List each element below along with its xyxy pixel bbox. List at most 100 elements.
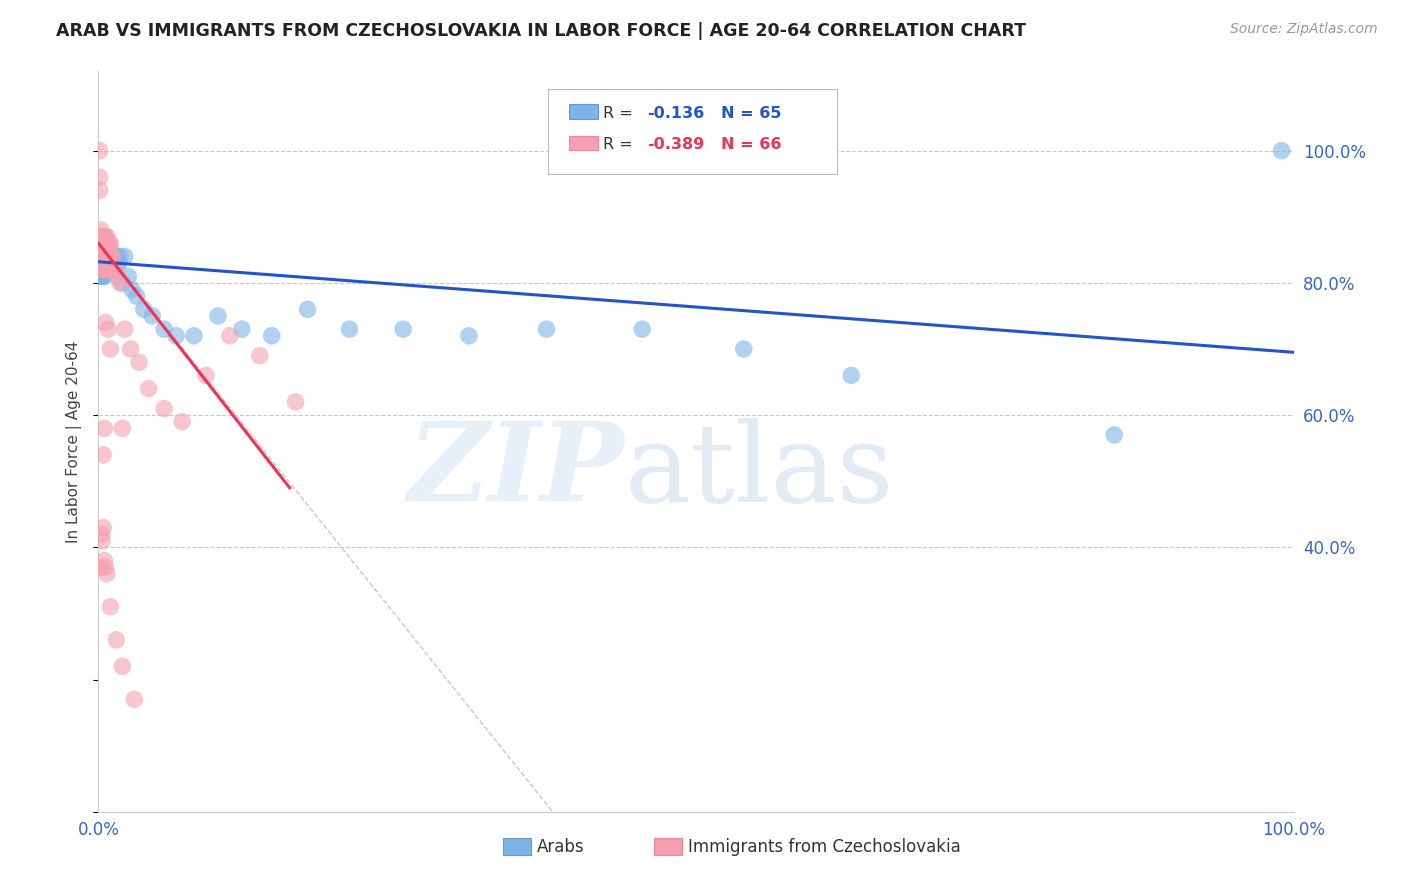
Point [91, 269, 114, 284]
Point [107, 269, 129, 284]
Point [219, 328, 242, 343]
Point [1104, 428, 1126, 442]
Point [111, 276, 134, 290]
Point [98, 236, 122, 251]
Point [98, 599, 122, 614]
Point [93, 553, 115, 567]
Point [90, 262, 112, 277]
Point [96, 262, 118, 277]
Point [91, 250, 114, 264]
Point [90, 229, 112, 244]
Text: R =: R = [603, 106, 638, 121]
Point [94, 256, 117, 270]
Text: -0.389: -0.389 [647, 137, 704, 153]
Point [124, 692, 146, 706]
Point [94, 262, 117, 277]
Point [1271, 144, 1294, 158]
Point [91, 250, 114, 264]
Point [91, 243, 114, 257]
Point [249, 349, 271, 363]
Text: -0.136: -0.136 [647, 106, 704, 121]
Text: ARAB VS IMMIGRANTS FROM CZECHOSLOVAKIA IN LABOR FORCE | AGE 20-64 CORRELATION CH: ARAB VS IMMIGRANTS FROM CZECHOSLOVAKIA I… [56, 22, 1026, 40]
Point [89, 262, 111, 277]
Point [172, 415, 194, 429]
Point [96, 250, 118, 264]
Point [98, 250, 121, 264]
Point [94, 262, 117, 277]
Point [89, 183, 111, 197]
Point [125, 289, 148, 303]
Point [91, 269, 114, 284]
Text: N = 65: N = 65 [721, 106, 782, 121]
Point [91, 262, 114, 277]
Point [104, 262, 127, 277]
Point [536, 322, 558, 336]
Point [93, 236, 115, 251]
Point [141, 309, 163, 323]
Point [98, 236, 121, 251]
Point [207, 309, 229, 323]
Point [114, 250, 136, 264]
Point [89, 144, 111, 158]
Point [94, 229, 117, 244]
Point [91, 533, 114, 548]
Text: N = 66: N = 66 [721, 137, 782, 153]
Point [90, 223, 112, 237]
Point [97, 250, 120, 264]
Point [98, 256, 122, 270]
Point [153, 322, 176, 336]
Text: Source: ZipAtlas.com: Source: ZipAtlas.com [1230, 22, 1378, 37]
Point [96, 243, 118, 257]
Point [90, 236, 112, 251]
Point [91, 520, 114, 534]
Point [90, 250, 112, 264]
Point [91, 527, 114, 541]
Point [96, 566, 118, 581]
Point [98, 262, 121, 277]
Point [89, 250, 111, 264]
Point [97, 236, 120, 251]
Point [183, 328, 205, 343]
Point [89, 170, 111, 185]
Text: atlas: atlas [624, 417, 894, 524]
Point [105, 250, 128, 264]
Point [93, 250, 115, 264]
Point [128, 355, 150, 369]
Point [195, 368, 218, 383]
Point [91, 229, 114, 244]
Point [103, 262, 125, 277]
Point [101, 250, 124, 264]
Point [89, 269, 111, 284]
Point [91, 236, 114, 251]
Point [91, 256, 114, 270]
Point [91, 229, 114, 244]
Point [93, 269, 115, 284]
Point [98, 243, 122, 257]
Point [733, 342, 755, 356]
Point [91, 262, 114, 277]
Point [284, 395, 307, 409]
Point [93, 421, 115, 435]
Point [458, 328, 481, 343]
Point [94, 250, 117, 264]
Point [97, 262, 120, 277]
Point [96, 229, 118, 244]
Point [392, 322, 415, 336]
Point [111, 659, 134, 673]
Point [94, 316, 117, 330]
Point [89, 256, 111, 270]
Point [108, 250, 131, 264]
Point [101, 250, 124, 264]
Point [121, 283, 143, 297]
Point [108, 276, 131, 290]
Text: Arabs: Arabs [537, 838, 585, 856]
Point [98, 250, 122, 264]
Point [90, 269, 112, 284]
Text: Immigrants from Czechoslovakia: Immigrants from Czechoslovakia [688, 838, 960, 856]
Point [93, 262, 115, 277]
Point [114, 322, 136, 336]
Point [94, 236, 117, 251]
Point [91, 262, 114, 277]
Point [165, 328, 187, 343]
Point [93, 262, 115, 277]
